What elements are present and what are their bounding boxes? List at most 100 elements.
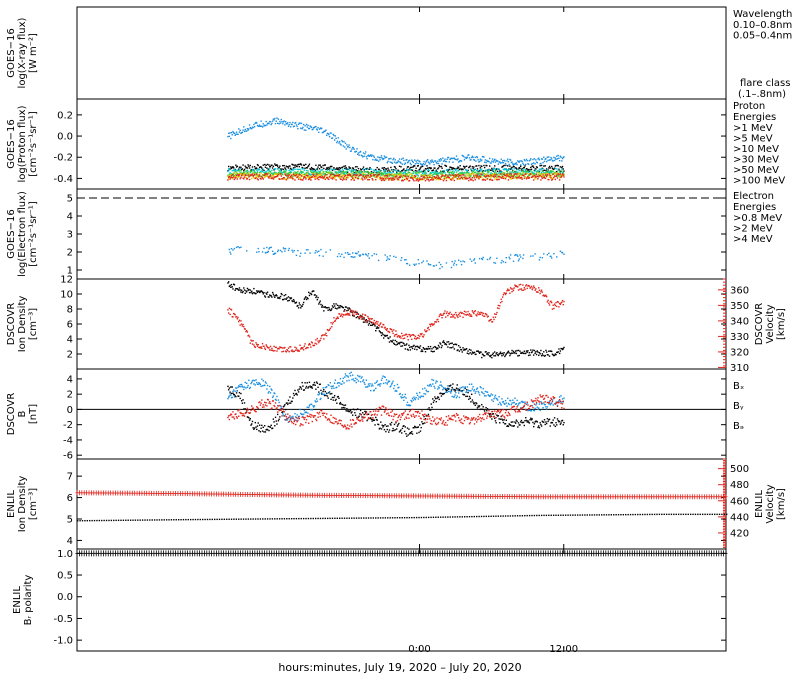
data-point <box>328 308 331 311</box>
data-point <box>442 174 444 176</box>
data-point <box>489 178 492 181</box>
data-point <box>432 401 435 404</box>
data-point <box>349 409 352 412</box>
data-point <box>390 177 392 179</box>
data-point <box>344 146 346 148</box>
data-point <box>395 171 398 173</box>
data-point <box>438 172 440 175</box>
data-point <box>251 423 253 425</box>
data-point <box>506 160 508 162</box>
data-point <box>501 352 504 355</box>
data-point <box>367 178 369 181</box>
data-point <box>292 392 295 395</box>
data-point <box>436 397 438 400</box>
data-point <box>301 179 303 181</box>
data-point <box>432 323 435 326</box>
data-point <box>376 380 378 382</box>
data-point <box>351 177 354 180</box>
data-point <box>305 411 307 413</box>
data-point <box>476 172 479 174</box>
data-point <box>407 177 409 179</box>
data-point <box>294 302 296 304</box>
data-point <box>385 425 388 427</box>
data-point <box>507 175 510 177</box>
data-point <box>505 353 507 355</box>
data-point <box>333 305 336 307</box>
data-point <box>502 168 505 170</box>
data-point <box>311 342 314 344</box>
data-point <box>418 262 420 265</box>
data-point <box>459 315 461 317</box>
data-point <box>317 175 319 177</box>
data-point <box>523 286 526 289</box>
data-point <box>326 176 329 179</box>
data-point <box>305 174 308 177</box>
data-point <box>444 158 446 160</box>
data-point <box>482 178 484 180</box>
data-point <box>467 169 469 172</box>
data-point <box>457 388 459 390</box>
data-point <box>507 158 509 160</box>
data-point <box>279 178 281 180</box>
data-point <box>419 178 422 180</box>
data-point <box>315 128 318 130</box>
data-point <box>530 158 532 160</box>
data-point <box>532 173 535 176</box>
data-point <box>318 170 321 173</box>
data-point <box>375 327 378 330</box>
data-point <box>406 404 408 406</box>
data-point <box>307 412 309 414</box>
data-point <box>319 164 321 166</box>
data-point <box>280 178 282 180</box>
data-point <box>510 403 513 406</box>
data-point <box>437 176 440 178</box>
data-point <box>447 314 449 317</box>
data-point <box>481 165 483 168</box>
data-point <box>327 329 329 332</box>
data-point <box>362 321 365 323</box>
data-point <box>243 328 246 330</box>
data-point <box>374 325 376 327</box>
data-point <box>477 173 479 176</box>
data-point <box>299 386 301 388</box>
data-point <box>534 169 536 171</box>
data-point <box>539 292 541 295</box>
data-point <box>378 171 381 173</box>
data-point <box>425 172 427 174</box>
data-point <box>549 350 551 352</box>
data-point <box>349 167 352 169</box>
data-point <box>336 402 338 404</box>
data-point <box>313 405 316 407</box>
data-point <box>509 287 512 289</box>
data-point <box>450 157 453 159</box>
data-point <box>382 158 385 160</box>
data-point <box>286 177 288 180</box>
data-point <box>256 428 258 431</box>
data-point <box>274 252 276 255</box>
data-point <box>362 379 365 381</box>
data-point <box>478 177 480 179</box>
data-point <box>305 129 307 132</box>
data-point <box>238 173 240 175</box>
data-point <box>388 169 390 171</box>
data-point <box>293 419 295 421</box>
data-point <box>235 316 237 318</box>
data-point <box>529 172 531 175</box>
data-point <box>465 165 468 167</box>
data-point <box>344 177 347 180</box>
data-point <box>515 162 518 164</box>
data-point <box>473 171 476 173</box>
data-point <box>403 337 406 339</box>
data-point <box>249 126 251 129</box>
data-point <box>473 389 476 391</box>
data-point <box>345 170 347 173</box>
data-point <box>552 419 554 421</box>
data-point <box>349 173 351 176</box>
data-point <box>429 383 432 386</box>
data-point <box>498 418 500 420</box>
data-point <box>271 120 274 122</box>
data-point <box>547 299 549 302</box>
data-point <box>328 171 330 173</box>
data-point <box>553 172 555 174</box>
data-point <box>323 130 325 133</box>
